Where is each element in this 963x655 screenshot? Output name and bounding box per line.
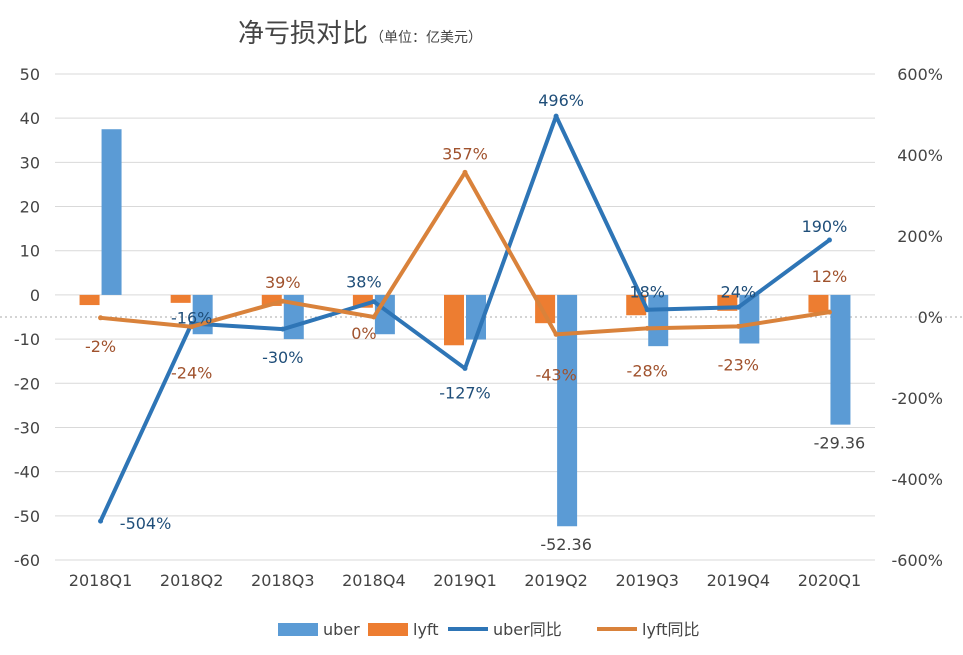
lyft-bar — [261, 294, 282, 306]
x-axis-tick-label: 2018Q2 — [160, 571, 224, 590]
legend: uber lyft uber同比 lyft同比 — [278, 620, 700, 639]
lyft-bar — [444, 294, 464, 346]
uber同比-point — [644, 307, 650, 313]
right-axis-tick-label: 200% — [897, 227, 943, 246]
lyft同比-data-label: -43% — [535, 365, 576, 384]
uber-legend-swatch — [278, 623, 318, 636]
x-axis-tick-label: 2020Q1 — [798, 571, 862, 590]
uber同比-point — [280, 326, 286, 332]
lyft-legend-label: lyft — [413, 620, 439, 639]
uber同比-point — [371, 299, 377, 305]
left-axis-tick-label: 30 — [20, 153, 40, 172]
left-axis-tick-label: -40 — [14, 463, 40, 482]
left-axis-tick-label: 0 — [30, 286, 40, 305]
ticks-layer: 50 40 30 20 10 0 -10 -20 -30 -40 -50 -60 600% 400% 200… — [14, 65, 943, 590]
uber同比-point — [98, 518, 104, 524]
left-axis-tick-label: 10 — [20, 242, 40, 261]
lyft同比-data-label: -24% — [171, 364, 212, 383]
x-axis-tick-label: 2018Q4 — [342, 571, 406, 590]
left-axis-tick-label: -10 — [14, 330, 40, 349]
uber同比-point — [462, 365, 468, 371]
uber同比-data-label: -127% — [439, 383, 491, 402]
x-axis-tick-label: 2019Q1 — [433, 571, 497, 590]
right-axis-tick-label: -600% — [891, 551, 943, 570]
lyft同比-point — [189, 324, 195, 330]
bars-layer — [79, 129, 851, 527]
lyft同比-data-label: -28% — [627, 361, 668, 380]
lyft同比-legend-label: lyft同比 — [642, 620, 700, 639]
lyft同比-data-label: 357% — [442, 144, 488, 163]
chart-title-unit: （单位：亿美元） — [370, 30, 482, 46]
left-axis-tick-label: -30 — [14, 418, 40, 437]
lyft同比-point — [371, 314, 377, 320]
right-axis-tick-label: -200% — [891, 389, 943, 408]
uber同比-data-label: 24% — [721, 282, 757, 301]
chart-title-main: 净亏损对比 — [238, 19, 368, 49]
x-axis-tick-label: 2019Q3 — [615, 571, 679, 590]
uber同比-data-label: -16% — [171, 308, 212, 327]
left-axis-tick-label: 40 — [20, 109, 40, 128]
lyft同比-data-label: 39% — [265, 273, 301, 292]
uber同比-data-label: 496% — [538, 91, 584, 110]
lyft同比-data-label: -2% — [85, 337, 116, 356]
x-axis-tick-label: 2018Q1 — [69, 571, 133, 590]
uber-bar-label: -52.36 — [540, 535, 592, 554]
uber-bar — [648, 294, 669, 347]
uber-bar — [101, 129, 122, 295]
right-axis-tick-label: 0% — [918, 308, 943, 327]
uber-legend-label: uber — [323, 620, 360, 639]
lyft同比-point — [98, 315, 104, 321]
left-axis-tick-label: 50 — [20, 65, 40, 84]
right-axis-tick-label: 600% — [897, 65, 943, 84]
lyft同比-point — [735, 323, 741, 329]
uber同比-data-label: 38% — [346, 273, 382, 292]
lyft同比-data-label: -23% — [718, 355, 759, 374]
lyft同比-point — [826, 309, 832, 315]
lyft同比-point — [553, 331, 559, 337]
uber同比-data-label: 18% — [629, 283, 665, 302]
uber-bar — [739, 294, 760, 344]
left-axis-tick-label: -20 — [14, 374, 40, 393]
grid-layer — [55, 73, 875, 561]
uber同比-point — [553, 113, 559, 119]
right-axis-tick-label: -400% — [891, 470, 943, 489]
labels-layer: -52.36 -29.36 -504% -16% -30% 38% -127% 496% 18%… — [85, 91, 865, 554]
lyft同比-point — [644, 325, 650, 331]
uber同比-data-label: 190% — [802, 217, 848, 236]
uber-bar-label: -29.36 — [814, 434, 866, 453]
uber同比-data-label: -30% — [262, 348, 303, 367]
uber同比-point — [826, 237, 832, 243]
uber-bar — [557, 294, 578, 527]
left-axis-tick-label: 20 — [20, 198, 40, 217]
x-axis-tick-label: 2018Q3 — [251, 571, 315, 590]
uber同比-legend-label: uber同比 — [493, 620, 562, 639]
chart-title: 净亏损对比 （单位：亿美元） — [238, 19, 482, 49]
lyft-bar — [808, 294, 829, 313]
lyft-bar — [170, 294, 191, 303]
right-axis-tick-label: 400% — [897, 146, 943, 165]
lyft-legend-swatch — [368, 623, 408, 636]
lines-layer — [98, 113, 832, 524]
lyft同比-data-label: 0% — [351, 324, 376, 343]
uber同比-data-label: -504% — [120, 514, 172, 533]
left-axis-tick-label: -50 — [14, 507, 40, 526]
uber-bar — [830, 294, 851, 425]
x-axis-tick-label: 2019Q4 — [707, 571, 771, 590]
x-axis-tick-label: 2019Q2 — [524, 571, 588, 590]
lyft同比-data-label: 12% — [812, 267, 848, 286]
left-axis-tick-label: -60 — [14, 551, 40, 570]
lyft同比-point — [462, 169, 468, 175]
lyft同比-point — [280, 298, 286, 304]
uber同比-point — [735, 304, 741, 310]
lyft-bar — [79, 294, 100, 306]
